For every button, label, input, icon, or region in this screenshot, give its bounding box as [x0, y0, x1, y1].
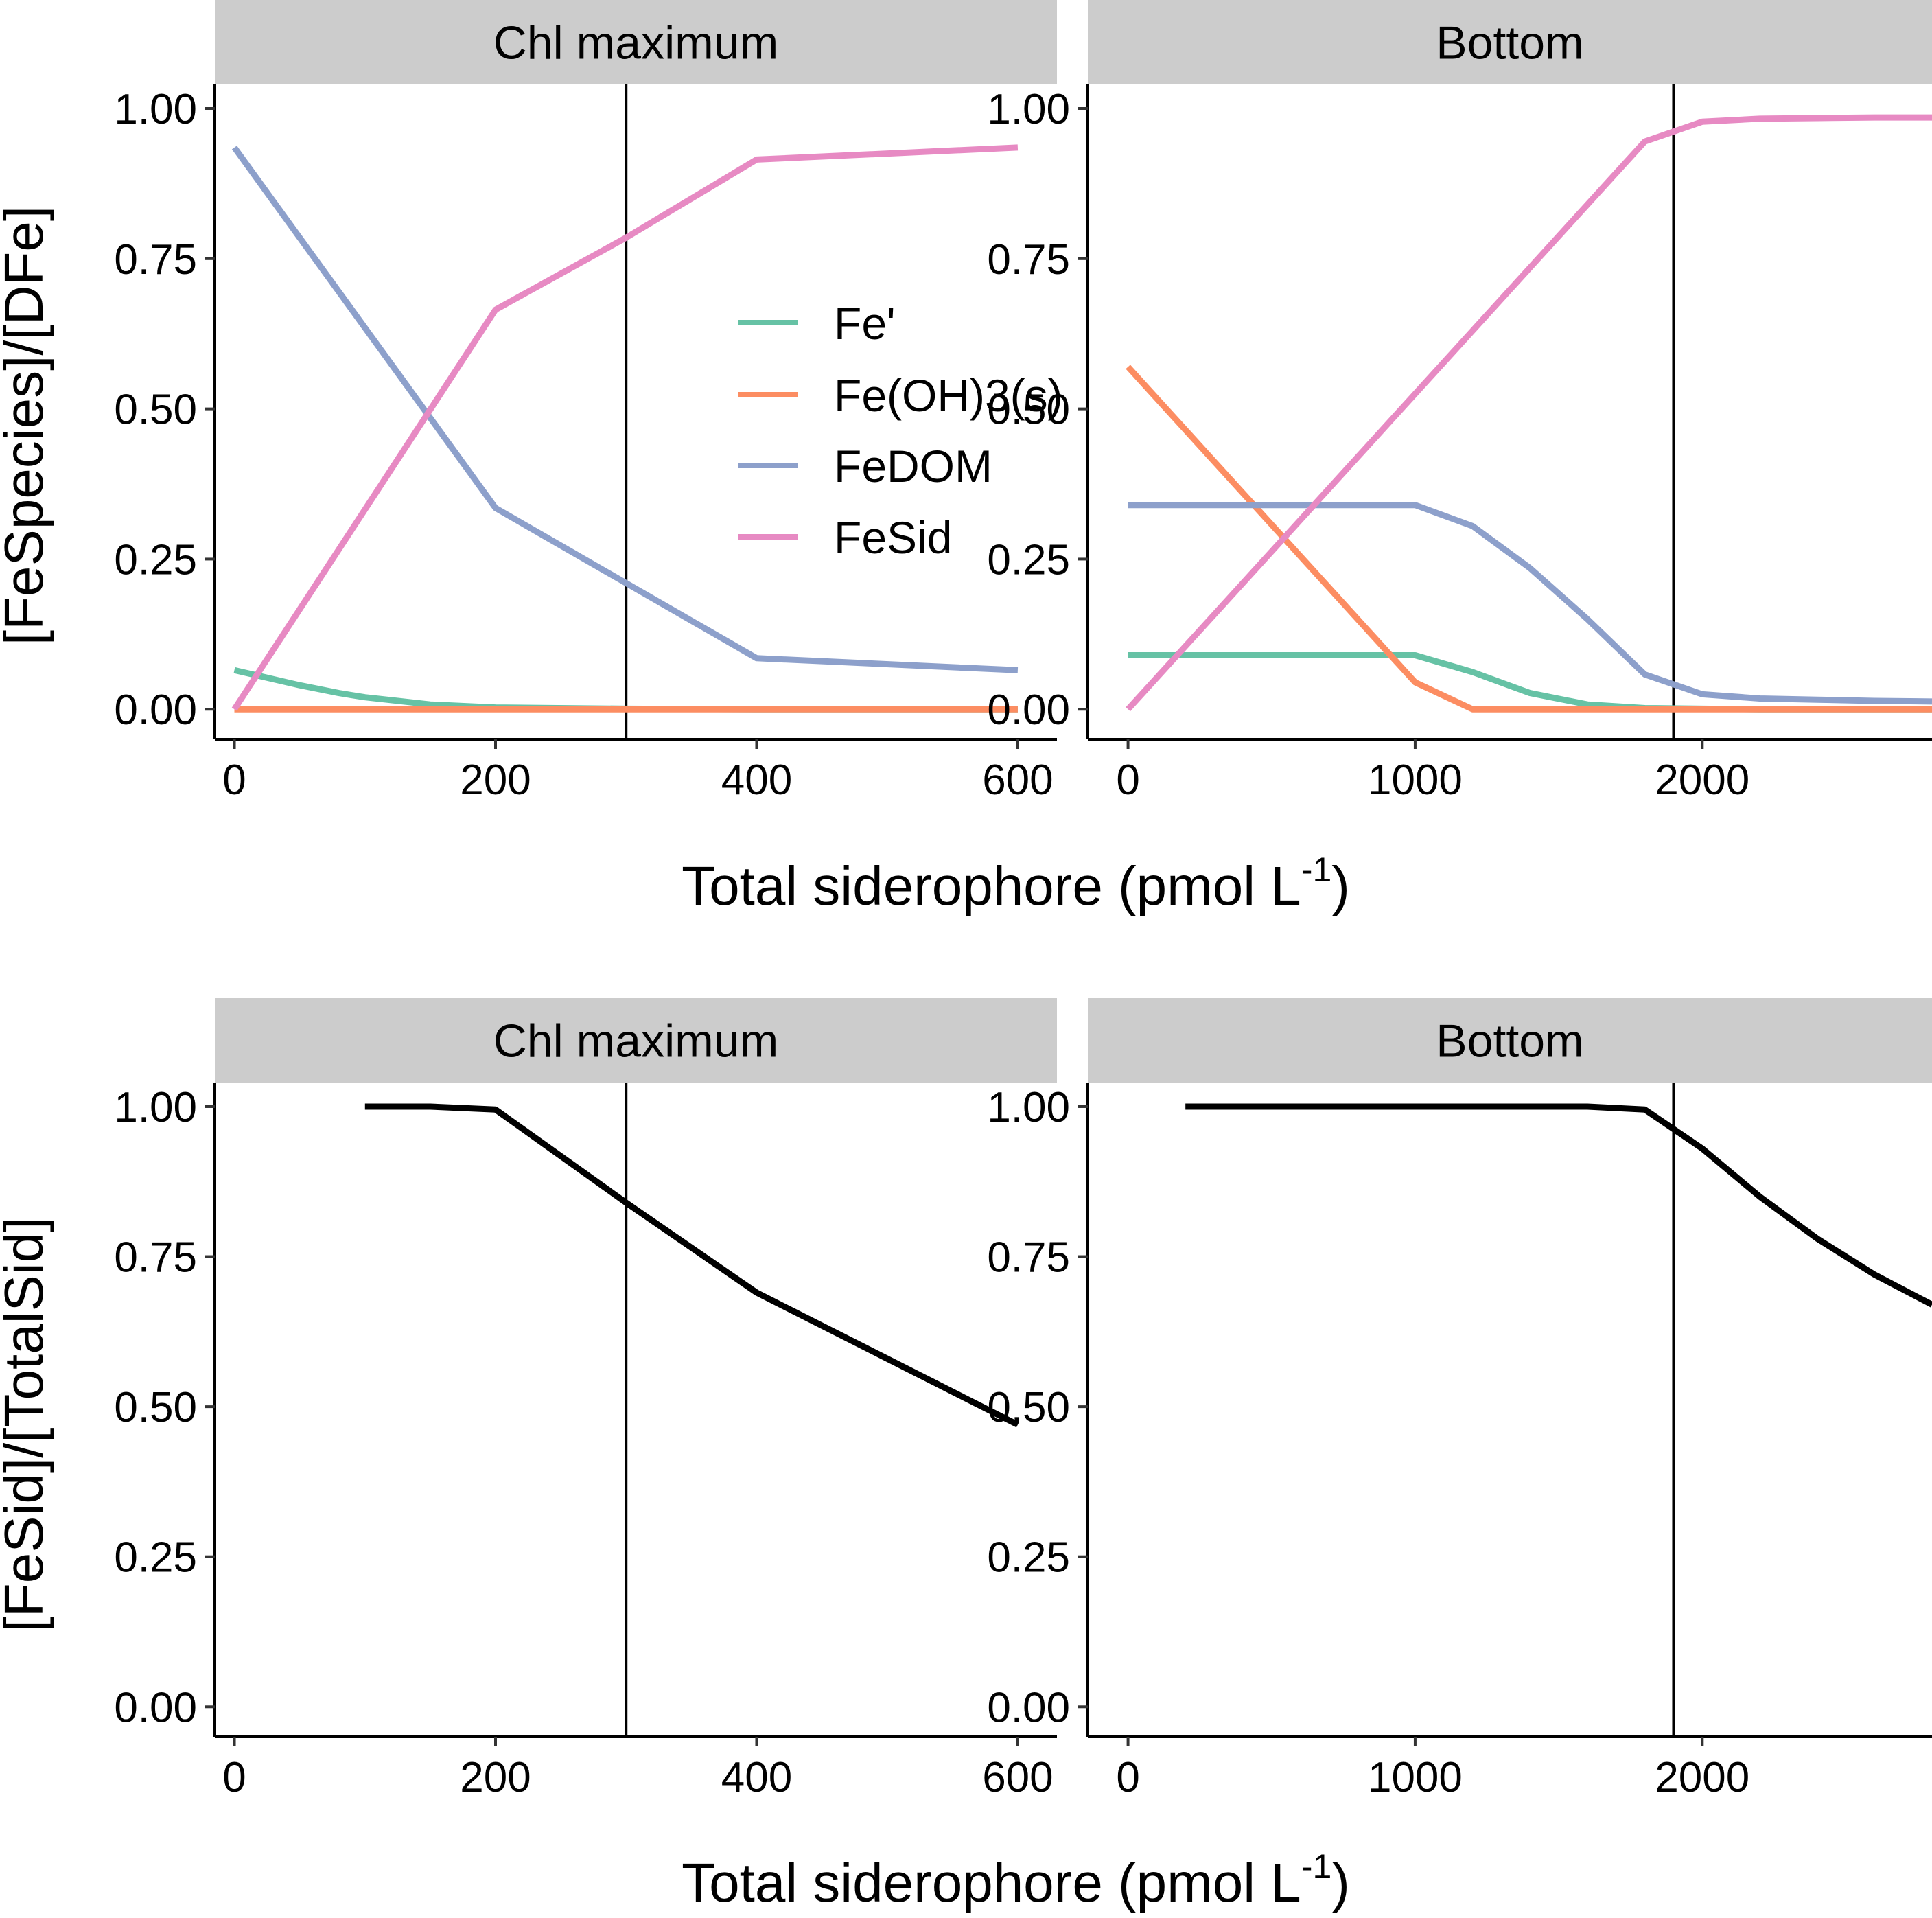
legend-label-fedom: FeDOM [834, 441, 992, 492]
x-tick-label-bottom-right-0: 0 [1116, 1754, 1139, 1801]
x-tick-label-top-left-1: 200 [460, 756, 531, 804]
y-tick-label-top-right-0: 0.00 [987, 686, 1070, 734]
bottom-row-x-axis-title: Total siderophore (pmol L-1) [682, 1847, 1350, 1913]
y-tick-label-top-right-1: 0.25 [987, 536, 1070, 584]
legend-label-fe-oh3: Fe(OH)3(s) [834, 370, 1063, 421]
strip-label-bottom-left: Chl maximum [493, 1015, 779, 1067]
legend-label-fe-prime: Fe' [834, 298, 896, 349]
y-tick-label-bottom-left-1: 0.25 [114, 1534, 197, 1582]
bottom-row-x-axis-title-superscript: -1 [1301, 1847, 1331, 1886]
x-tick-label-top-right-0: 0 [1116, 756, 1139, 804]
y-tick-label-top-left-3: 0.75 [114, 236, 197, 284]
top-row-y-axis-title: [FeSpecies]/[DFe] [0, 206, 54, 645]
bottom-row-y-axis-title: [FeSid]/[TotalSid] [0, 1217, 54, 1632]
top-row-x-axis-title-superscript: -1 [1301, 851, 1331, 889]
x-tick-label-top-left-0: 0 [222, 756, 246, 804]
strip-bottom-left [215, 998, 1057, 1083]
x-tick-label-bottom-right-2: 2000 [1655, 1754, 1749, 1801]
strip-label-top-left: Chl maximum [493, 17, 779, 69]
panel-bottom-right: Bottom 0.00 0.25 0.50 0.75 1.00 0 1000 2000 [987, 998, 1932, 1801]
x-tick-label-top-left-3: 600 [982, 756, 1053, 804]
y-tick-label-bottom-right-2: 0.50 [987, 1384, 1070, 1431]
legend: Fe' Fe(OH)3(s) FeDOM FeSid [738, 298, 1063, 563]
x-tick-label-bottom-left-3: 600 [982, 1754, 1053, 1801]
series-line-top-right-fesid [1126, 114, 1932, 712]
y-tick-label-top-left-2: 0.50 [114, 386, 197, 434]
y-tick-label-bottom-right-4: 1.00 [987, 1084, 1070, 1131]
series-line-top-left-fesid [231, 144, 1019, 711]
strip-top-right [1088, 0, 1932, 84]
strip-label-top-right: Bottom [1436, 17, 1583, 69]
series-line-bottom-right-fesid-totalsid [1185, 1103, 1932, 1308]
strip-bottom-right [1088, 998, 1932, 1083]
x-tick-label-top-right-2: 2000 [1655, 756, 1749, 804]
y-tick-label-top-left-1: 0.25 [114, 536, 197, 584]
x-tick-label-bottom-left-1: 200 [460, 1754, 531, 1801]
y-tick-label-bottom-left-3: 0.75 [114, 1234, 197, 1282]
x-tick-label-top-right-1: 1000 [1368, 756, 1463, 804]
y-tick-label-bottom-left-0: 0.00 [114, 1684, 197, 1731]
y-tick-label-top-left-0: 0.00 [114, 686, 197, 734]
y-tick-label-top-left-4: 1.00 [114, 86, 197, 133]
x-tick-label-bottom-left-2: 400 [721, 1754, 792, 1801]
y-tick-label-bottom-left-2: 0.50 [114, 1384, 197, 1431]
series-line-top-right-fedom [1128, 502, 1932, 705]
panel-bottom-left: Chl maximum 0.00 0.25 0.50 0.75 1.00 0 200 400 60… [114, 998, 1057, 1801]
y-tick-label-top-right-3: 0.75 [987, 236, 1070, 284]
plot-layer: Chl maximum 0.00 0.25 0.50 0.75 1.00 0 200 400 60… [114, 0, 1932, 1801]
panel-top-left: Chl maximum 0.00 0.25 0.50 0.75 1.00 0 200 400 60… [114, 0, 1057, 804]
y-tick-label-bottom-left-4: 1.00 [114, 1084, 197, 1131]
x-tick-label-bottom-left-0: 0 [222, 1754, 246, 1801]
y-tick-label-bottom-right-3: 0.75 [987, 1234, 1070, 1282]
bottom-row-x-axis-title-main: Total siderophore (pmol L [682, 1852, 1301, 1913]
y-tick-label-bottom-right-1: 0.25 [987, 1534, 1070, 1582]
x-tick-label-top-left-2: 400 [721, 756, 792, 804]
top-row-x-axis-title-close: ) [1331, 855, 1350, 916]
top-row-x-axis-title-main: Total siderophore (pmol L [682, 855, 1301, 916]
legend-label-fesid: FeSid [834, 512, 952, 563]
series-line-bottom-left-fesid-totalsid [364, 1103, 1019, 1428]
y-tick-label-top-right-2: 0.50 [987, 386, 1070, 434]
top-row-x-axis-title: Total siderophore (pmol L-1) [682, 851, 1350, 916]
strip-label-bottom-right: Bottom [1436, 1015, 1583, 1067]
strip-top-left [215, 0, 1057, 84]
y-tick-label-bottom-right-0: 0.00 [987, 1684, 1070, 1731]
x-tick-label-bottom-right-1: 1000 [1368, 1754, 1463, 1801]
series-line-top-left-fedom [231, 146, 1019, 673]
series-line-top-right-fe-oh-3-s- [1126, 365, 1932, 713]
y-tick-label-top-right-4: 1.00 [987, 86, 1070, 133]
bottom-row-x-axis-title-close: ) [1331, 1852, 1350, 1913]
panel-top-right: Bottom 0.00 0.25 0.50 0.75 1.00 0 1000 2000 [987, 0, 1932, 804]
